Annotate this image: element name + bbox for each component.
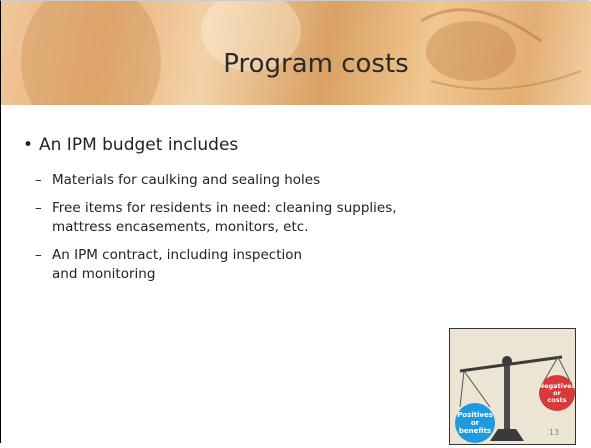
- sub-bullet-line: An IPM contract, including inspection: [52, 246, 397, 265]
- circle-label: costs: [547, 396, 566, 404]
- circle-label: benefits: [459, 427, 491, 435]
- sub-bullet: –Free items for residents in need: clean…: [35, 199, 397, 237]
- dash: –: [35, 171, 42, 190]
- sub-bullet-line: Free items for residents in need: cleani…: [52, 199, 397, 218]
- circle-label: Positives: [457, 411, 493, 419]
- header: Program costs: [1, 1, 591, 105]
- sub-bullet-line: and monitoring: [52, 265, 397, 284]
- circle-label: or: [471, 419, 480, 427]
- bullet-text: An IPM budget includes: [39, 135, 238, 155]
- sub-bullets: –Materials for caulking and sealing hole…: [35, 171, 397, 293]
- sub-bullet-line: mattress encasements, monitors, etc.: [52, 218, 397, 237]
- slide: Program costs • An IPM budget includes –…: [0, 0, 590, 443]
- sub-bullet: –Materials for caulking and sealing hole…: [35, 171, 397, 190]
- dash: –: [35, 199, 42, 218]
- bullet-dot: •: [23, 135, 33, 155]
- page-number: 13: [549, 428, 559, 437]
- sub-bullet-line: Materials for caulking and sealing holes: [52, 171, 397, 190]
- title: Program costs: [1, 49, 591, 79]
- dash: –: [35, 246, 42, 265]
